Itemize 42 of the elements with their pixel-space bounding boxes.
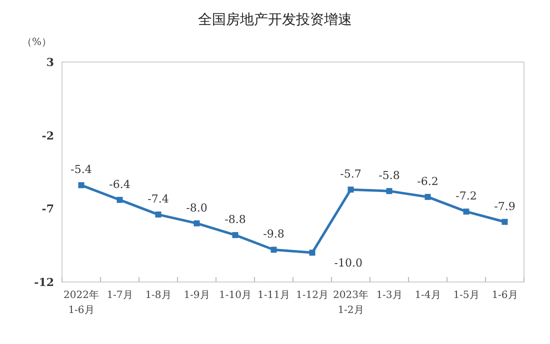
- data-label: -5.7: [340, 168, 362, 181]
- data-label: -6.4: [109, 178, 130, 191]
- x-tick-label: 1-3月: [376, 290, 402, 301]
- point: [463, 208, 470, 215]
- point: [309, 250, 316, 256]
- x-tick-label: 2023年 1-2月: [333, 289, 368, 316]
- point: [116, 196, 123, 203]
- x-tick-label: 1-9月: [184, 290, 210, 301]
- y-tick-label: -7: [42, 202, 54, 216]
- y-axis-title: （%）: [22, 37, 52, 48]
- x-tick-label: 1-12月: [296, 290, 328, 301]
- point: [270, 246, 277, 253]
- data-label: -10.0: [334, 256, 362, 270]
- x-tick-label: 1-7月: [106, 290, 133, 301]
- data-label: -8.0: [186, 201, 208, 214]
- data-label: -8.8: [224, 213, 246, 226]
- x-tick-label: 1-10月: [219, 290, 252, 301]
- x-tick-label: 1-6月: [492, 290, 518, 301]
- x-tick-label: 1-11月: [258, 290, 290, 301]
- x-tick-label: 1-8月: [145, 290, 172, 301]
- point: [78, 182, 84, 188]
- point: [194, 220, 200, 226]
- point: [232, 232, 238, 238]
- data-label: -7.2: [456, 190, 477, 203]
- data-label: -7.9: [494, 200, 516, 213]
- y-tick-label: -12: [34, 276, 54, 289]
- point: [502, 218, 508, 225]
- point: [424, 194, 431, 200]
- data-label: -7.4: [148, 192, 169, 206]
- data-label: -5.8: [378, 169, 400, 182]
- data-label: -5.4: [70, 163, 92, 176]
- data-label: -9.8: [263, 228, 284, 241]
- point: [155, 212, 162, 218]
- x-tick-label: 1-4月: [414, 290, 441, 301]
- chart-title: 全国房地产开发投资增速: [198, 12, 352, 28]
- y-tick-label: 3: [46, 56, 54, 69]
- point: [386, 188, 392, 194]
- point: [348, 186, 354, 193]
- y-tick-label: -2: [42, 129, 54, 142]
- x-tick-label: 1-5月: [453, 290, 480, 301]
- data-label: -6.2: [417, 174, 438, 188]
- x-tick-label: 2022年 1-6月: [64, 289, 99, 316]
